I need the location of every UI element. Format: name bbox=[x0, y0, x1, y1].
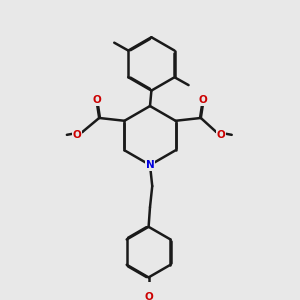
Text: O: O bbox=[93, 95, 101, 105]
Text: O: O bbox=[199, 95, 207, 105]
Text: N: N bbox=[146, 160, 154, 170]
Text: O: O bbox=[217, 130, 226, 140]
Text: O: O bbox=[73, 130, 82, 140]
Text: O: O bbox=[144, 292, 153, 300]
